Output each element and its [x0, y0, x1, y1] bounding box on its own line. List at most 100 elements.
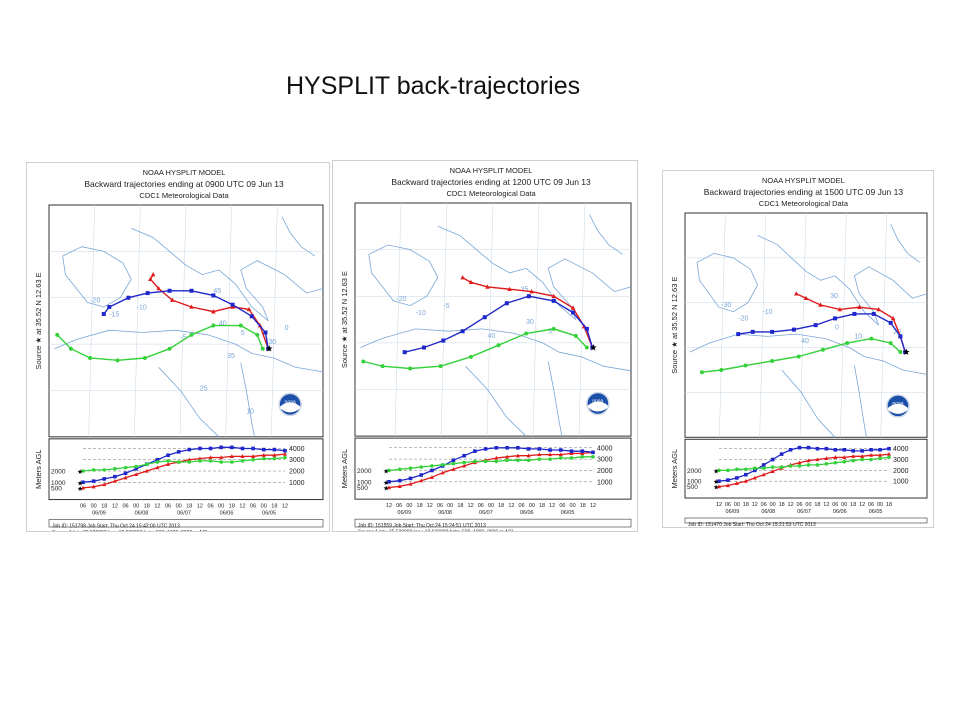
map-gridline [880, 212, 887, 438]
trajectory-point-2000 [573, 333, 578, 338]
trajectory-point-500 [570, 305, 576, 310]
time-tick-label: 18 [743, 502, 749, 508]
time-tick-label: 12 [859, 502, 865, 508]
height-point-2000 [591, 455, 595, 459]
contour-label: 10 [854, 334, 862, 341]
height-point-2000 [113, 466, 117, 471]
trajectory-point-1000 [460, 329, 465, 334]
date-tick-label: 06/05 [869, 509, 883, 515]
height-point-500 [155, 465, 160, 470]
height-point-2000 [788, 464, 793, 468]
contour-label: 40 [801, 338, 809, 345]
trajectory-point-1000 [422, 345, 426, 350]
trajectory-point-500 [460, 275, 465, 280]
date-tick-label: 06/07 [797, 509, 811, 515]
height-point-2000 [824, 462, 829, 466]
trajectory-point-1000 [402, 350, 407, 355]
trajectory-panel-3: NOAA HYSPLIT MODEL Backward trajectories … [662, 170, 934, 528]
time-tick-label: 06 [796, 502, 802, 508]
height-point-500 [851, 454, 856, 458]
time-tick-label: 18 [144, 504, 150, 510]
right-level-label: 3000 [893, 457, 909, 464]
height-point-2000 [516, 458, 520, 463]
time-tick-label: 00 [176, 504, 182, 510]
height-point-2000 [208, 459, 213, 463]
time-tick-label: 12 [752, 502, 758, 508]
height-point-500 [734, 481, 739, 485]
trajectory-point-500 [507, 286, 512, 292]
height-point-1000 [726, 478, 730, 482]
noaa-logo-wave [887, 403, 908, 414]
height-point-2000 [419, 465, 424, 469]
border-line [465, 365, 527, 437]
contour-label: 5 [548, 329, 552, 336]
trajectory-point-2000 [88, 356, 93, 361]
contour-label: -10 [762, 309, 772, 316]
height-point-1000 [261, 447, 266, 452]
time-tick-label: 00 [406, 503, 412, 509]
time-tick-label: 06 [868, 502, 874, 508]
height-point-1000 [155, 457, 160, 462]
height-point-2000 [240, 459, 245, 463]
height-point-500 [408, 481, 413, 486]
right-level-label: 4000 [289, 446, 305, 453]
height-point-500 [515, 453, 520, 458]
height-point-1000 [473, 449, 477, 453]
height-point-1000 [516, 445, 520, 450]
trajectory-line-500 [149, 274, 269, 349]
panel-header-meteo: CDC1 Meteorological Data [446, 189, 536, 198]
height-point-500 [806, 458, 811, 463]
height-profile-line-500 [82, 453, 286, 489]
trajectory-point-2000 [189, 332, 194, 337]
footer-line: Job ID: 151559 Job Start: Thu Oct 24 15:… [358, 523, 486, 529]
panel-header-title: Backward trajectories ending at 1500 UTC… [704, 187, 904, 197]
contour-label: -20 [738, 316, 748, 323]
time-tick-label: 12 [112, 504, 118, 510]
height-point-500 [102, 482, 107, 487]
contour-label: 30 [526, 319, 534, 326]
height-point-500 [887, 451, 891, 456]
time-tick-label: 06 [208, 504, 214, 510]
height-point-2000 [797, 464, 802, 468]
trajectory-point-2000 [524, 331, 529, 336]
left-level-label: 500 [687, 484, 698, 491]
panel-svg: NOAA HYSPLIT MODEL Backward trajectories … [670, 176, 928, 527]
date-tick-label: 06/05 [561, 510, 575, 516]
contour-label: 30 [830, 293, 838, 300]
height-point-500 [725, 483, 730, 488]
source-label: Source ★ at 35.52 N 12.63 E [340, 271, 349, 368]
map-gridline [179, 204, 187, 437]
height-point-2000 [779, 465, 784, 469]
height-point-1000 [548, 448, 552, 452]
height-point-2000 [726, 468, 730, 473]
trajectory-point-2000 [468, 354, 473, 359]
left-level-label: 1000 [51, 480, 66, 487]
time-tick-label: 06 [478, 503, 484, 509]
trajectory-point-1000 [249, 314, 254, 319]
contour-label: 10 [246, 409, 254, 416]
height-point-1000 [770, 457, 775, 462]
trajectory-point-2000 [115, 358, 120, 363]
height-point-2000 [537, 457, 542, 461]
trajectory-point-1000 [230, 302, 235, 307]
height-point-500 [743, 478, 748, 483]
coastline-iberia [696, 252, 759, 313]
height-point-500 [429, 475, 434, 479]
height-point-500 [505, 454, 510, 459]
trajectory-point-2000 [255, 332, 260, 337]
footer-box [48, 519, 324, 528]
trajectory-point-1000 [107, 305, 112, 310]
map-gridline [799, 212, 807, 438]
height-point-500 [869, 452, 874, 457]
time-tick-label: 12 [716, 502, 722, 508]
height-point-500 [842, 455, 847, 459]
height-point-2000 [761, 466, 766, 470]
trajectory-point-2000 [361, 359, 366, 364]
height-point-2000 [155, 460, 160, 464]
time-tick-label: 06 [725, 502, 731, 508]
left-level-label: 500 [357, 485, 368, 492]
time-tick-label: 18 [229, 504, 235, 510]
trajectory-point-2000 [770, 359, 775, 364]
height-point-2000 [251, 457, 255, 462]
height-point-2000 [230, 460, 234, 464]
